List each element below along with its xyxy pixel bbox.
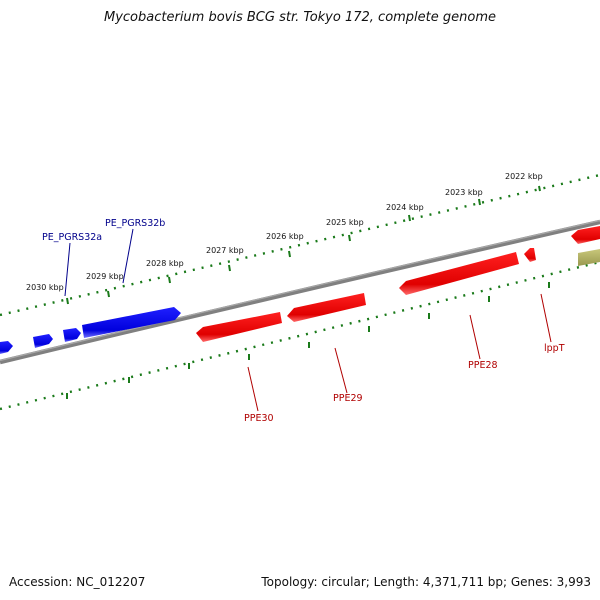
gene-arrow[interactable] [63,328,81,342]
inner-major-ticks [66,282,550,399]
accession-label: Accession: NC_012207 [9,575,146,589]
gene-ppe28[interactable] [399,252,519,295]
gene-label: PPE30 [244,413,274,424]
map-title: Mycobacterium bovis BCG str. Tokyo 172, … [104,10,496,25]
gene-label: PPE28 [468,360,498,371]
scale-label: 2024 kbp [386,203,424,212]
gene-label: PE_PGRS32a [42,232,102,243]
gene-label: PE_PGRS32b [105,218,165,229]
leader-line [469,314,481,360]
gene-ppe29[interactable] [287,293,366,322]
gene-arrow[interactable] [33,334,53,348]
scale-labels: 2022 kbp 2023 kbp 2024 kbp 2025 kbp 2026… [26,172,543,292]
scale-label: 2027 kbp [206,246,244,255]
scale-label: 2022 kbp [505,172,543,181]
leader-line [64,242,71,297]
outer-major-ticks [66,185,541,305]
scale-label: 2029 kbp [86,272,124,281]
gene-lppt[interactable] [524,248,536,262]
scale-label: 2028 kbp [146,259,184,268]
scale-label: 2026 kbp [266,232,304,241]
gene-arrow[interactable] [82,307,181,338]
gene-arrow[interactable] [571,226,600,244]
topology-summary: Topology: circular; Length: 4,371,711 bp… [261,575,591,589]
genome-backbone [0,219,600,365]
leader-line [247,366,259,412]
inner-scale-ruler [0,260,600,411]
scale-label: 2030 kbp [26,283,64,292]
gene-ppe30[interactable] [196,312,282,342]
leader-line [540,293,552,343]
leader-line [334,347,348,394]
scale-label: 2025 kbp [326,218,364,227]
scale-label: 2023 kbp [445,188,483,197]
outer-scale-ruler [0,173,600,317]
gene-arrow[interactable] [0,341,13,354]
forward-genes [0,307,181,354]
gene-label: lppT [544,343,565,354]
gene-other[interactable] [578,249,600,266]
gene-label: PPE29 [333,393,363,404]
reverse-genes [196,226,600,342]
leader-line [122,228,134,284]
